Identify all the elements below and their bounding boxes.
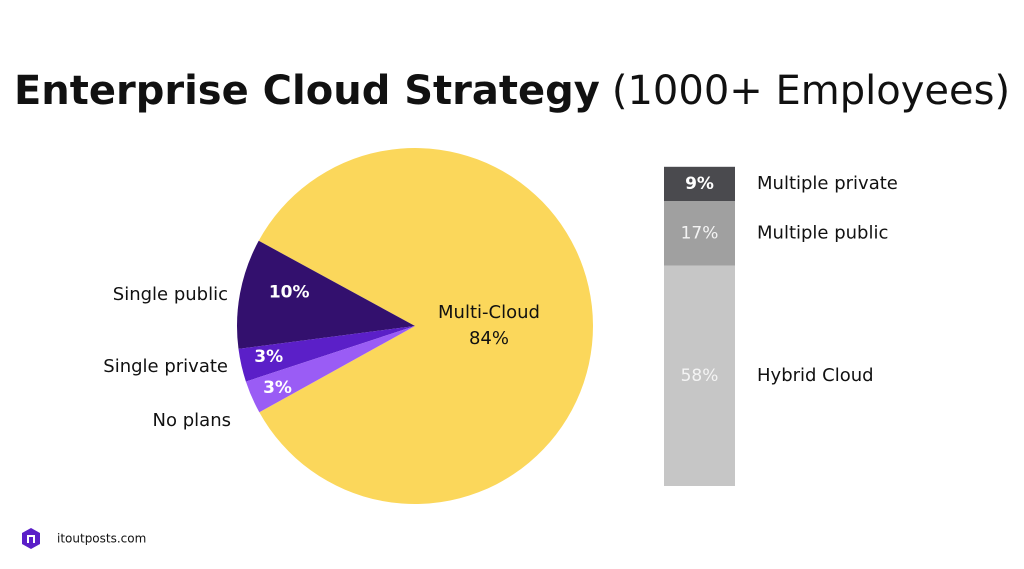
legend-label: Hybrid Cloud bbox=[757, 365, 874, 386]
slice-label: 3% bbox=[254, 347, 283, 367]
slice-label: 84% bbox=[469, 328, 509, 349]
chart-title: Enterprise Cloud Strategy (1000+ Employee… bbox=[14, 68, 1010, 114]
slice-label: 3% bbox=[263, 378, 292, 398]
segment-label: 17% bbox=[681, 223, 719, 243]
legend-label: Multiple public bbox=[757, 222, 888, 243]
slice-name: Single public bbox=[113, 284, 228, 305]
pie-slice bbox=[238, 326, 415, 382]
segment-label: 58% bbox=[681, 366, 719, 386]
bar-segment bbox=[664, 265, 735, 486]
bar-segment bbox=[664, 166, 735, 201]
logo bbox=[22, 528, 40, 549]
pie-slice bbox=[258, 148, 593, 504]
segment-label: 9% bbox=[685, 174, 714, 194]
legend-label: Multiple private bbox=[757, 173, 898, 194]
pie-slice bbox=[236, 240, 415, 349]
slice-name: Multi-Cloud bbox=[438, 302, 540, 323]
footer: itoutposts.com bbox=[57, 532, 146, 546]
title-main: Enterprise Cloud Strategy bbox=[14, 68, 600, 114]
title-sub: (1000+ Employees) bbox=[612, 68, 1010, 114]
slice-label: 10% bbox=[269, 282, 310, 302]
bar-segment bbox=[664, 201, 735, 266]
pie-slice bbox=[245, 326, 415, 413]
slice-name: Single private bbox=[103, 356, 228, 377]
slice-name: No plans bbox=[153, 410, 231, 431]
